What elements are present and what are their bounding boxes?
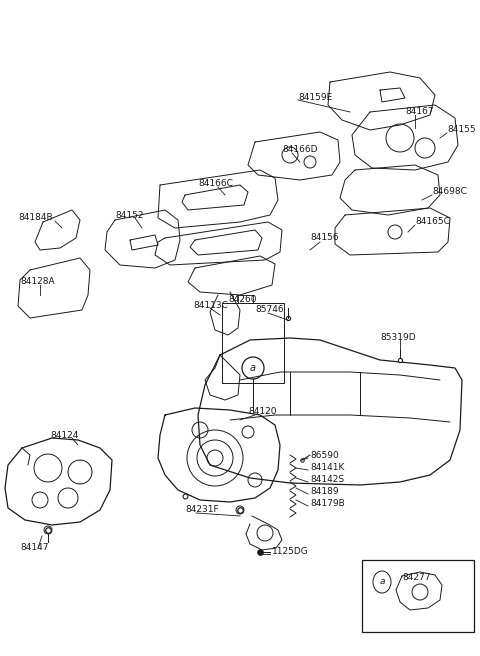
- Text: 84147: 84147: [20, 544, 48, 552]
- Text: 84184B: 84184B: [18, 213, 53, 222]
- Text: 84141K: 84141K: [310, 464, 344, 472]
- Text: 84128A: 84128A: [20, 277, 55, 287]
- Text: 84165C: 84165C: [415, 218, 450, 226]
- Text: a: a: [250, 363, 256, 373]
- Text: 84277: 84277: [402, 573, 431, 583]
- Text: 84698C: 84698C: [432, 188, 467, 197]
- Bar: [222, 303, 284, 383]
- Text: 86590: 86590: [310, 451, 339, 459]
- Text: 84113C: 84113C: [193, 300, 228, 310]
- Text: 85319D: 85319D: [380, 333, 416, 342]
- Text: 84142S: 84142S: [310, 476, 344, 485]
- Text: 85746: 85746: [255, 306, 284, 314]
- Text: 84189: 84189: [310, 487, 338, 497]
- Text: 84120: 84120: [248, 407, 276, 417]
- Bar: [362, 560, 474, 632]
- Text: 84167: 84167: [405, 108, 433, 117]
- Text: a: a: [379, 577, 385, 586]
- Text: 84155: 84155: [447, 125, 476, 134]
- Text: 84124: 84124: [50, 430, 78, 440]
- Text: 84152: 84152: [115, 211, 144, 220]
- Text: 84231F: 84231F: [185, 506, 218, 514]
- Text: 84179B: 84179B: [310, 499, 345, 508]
- Text: 84166C: 84166C: [198, 180, 233, 188]
- Text: 84260: 84260: [228, 295, 256, 304]
- Text: 84156: 84156: [310, 234, 338, 243]
- Text: 84166D: 84166D: [282, 146, 317, 155]
- Text: 84159E: 84159E: [298, 92, 332, 102]
- Text: 1125DG: 1125DG: [272, 548, 309, 556]
